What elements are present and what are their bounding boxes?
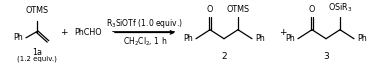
Text: O: O — [309, 5, 315, 14]
Text: Ph: Ph — [183, 34, 193, 43]
Text: CH$_2$Cl$_2$, 1 h: CH$_2$Cl$_2$, 1 h — [123, 35, 167, 48]
Text: Ph: Ph — [13, 33, 23, 42]
Text: 1a: 1a — [32, 48, 42, 57]
Text: +: + — [279, 28, 287, 37]
Text: PhCHO: PhCHO — [74, 28, 102, 37]
Text: Ph: Ph — [357, 34, 367, 43]
Text: 3: 3 — [323, 52, 329, 61]
Text: R$_3$SiOTf (1.0 equiv.): R$_3$SiOTf (1.0 equiv.) — [107, 17, 184, 30]
Text: 2: 2 — [221, 52, 227, 61]
Text: Ph: Ph — [285, 34, 295, 43]
Text: OTMS: OTMS — [25, 6, 48, 15]
Text: Ph: Ph — [255, 34, 265, 43]
Text: O: O — [207, 5, 213, 14]
Text: OSiR$_3$: OSiR$_3$ — [328, 1, 352, 14]
Text: OTMS: OTMS — [226, 5, 249, 14]
Text: +: + — [60, 28, 68, 37]
Text: (1.2 equiv.): (1.2 equiv.) — [17, 55, 57, 62]
